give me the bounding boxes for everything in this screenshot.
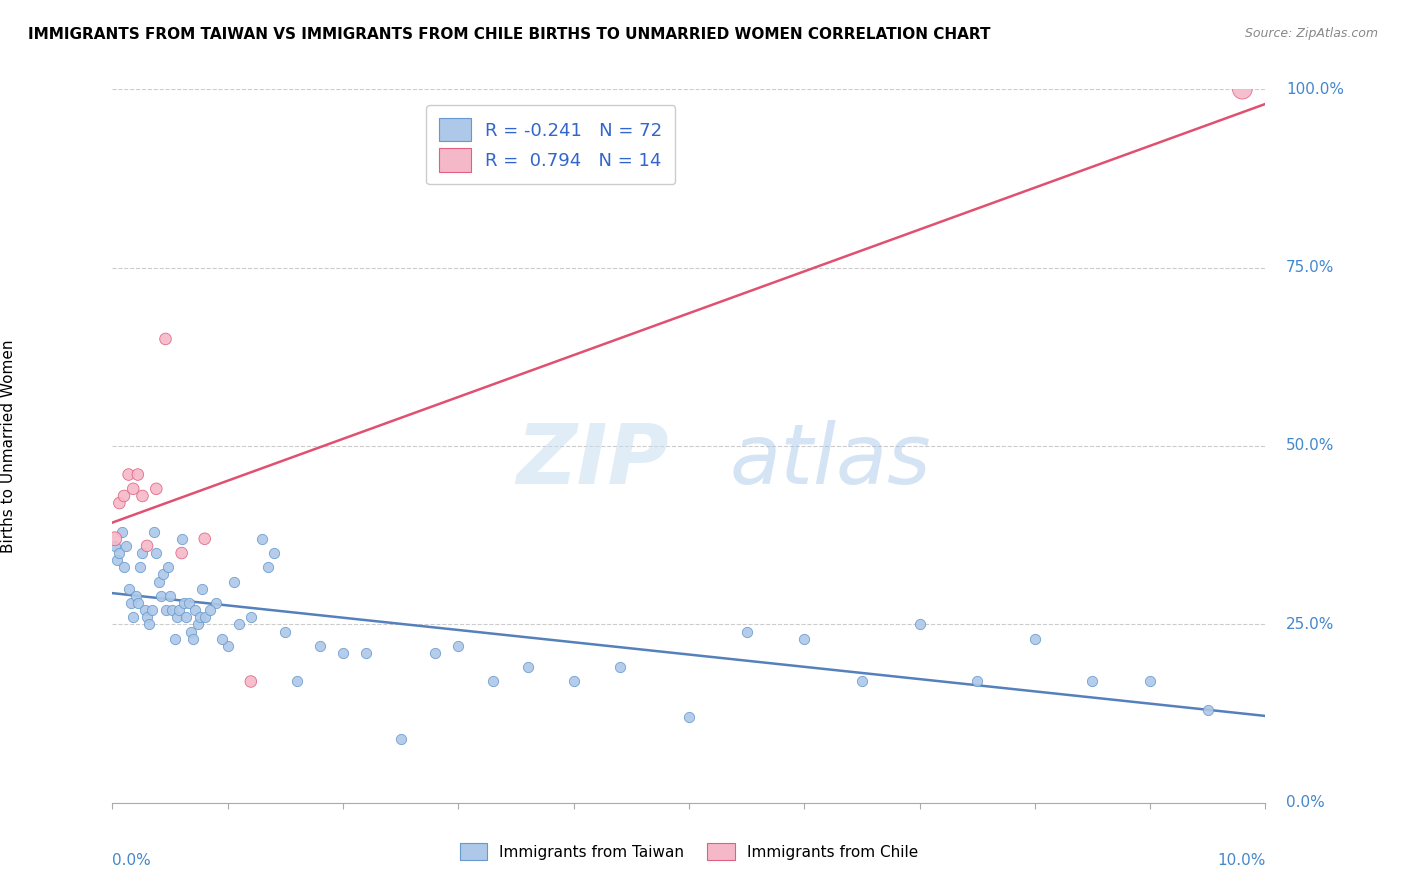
Point	[166, 610, 188, 624]
Point	[239, 674, 262, 689]
Point	[127, 596, 149, 610]
Point	[104, 539, 127, 553]
Point	[112, 489, 135, 503]
Point	[228, 617, 250, 632]
Point	[145, 546, 167, 560]
Point	[194, 532, 217, 546]
Point	[274, 624, 297, 639]
Point	[851, 674, 873, 689]
Text: ZIP: ZIP	[516, 420, 669, 500]
Point	[180, 624, 202, 639]
Point	[1197, 703, 1219, 717]
Point	[127, 467, 149, 482]
Point	[152, 567, 174, 582]
Point	[131, 489, 153, 503]
Point	[1024, 632, 1046, 646]
Point	[217, 639, 239, 653]
Text: atlas: atlas	[730, 420, 931, 500]
Point	[108, 546, 131, 560]
Point	[285, 674, 308, 689]
Point	[117, 467, 139, 482]
Point	[170, 546, 193, 560]
Point	[252, 532, 274, 546]
Point	[181, 632, 204, 646]
Point	[447, 639, 470, 653]
Point	[309, 639, 332, 653]
Point	[177, 596, 200, 610]
Point	[120, 596, 142, 610]
Point	[332, 646, 354, 660]
Point	[141, 603, 163, 617]
Point	[155, 332, 177, 346]
Point	[184, 603, 207, 617]
Point	[143, 524, 166, 539]
Point	[191, 582, 214, 596]
Point	[678, 710, 700, 724]
Point	[562, 674, 585, 689]
Point	[482, 674, 505, 689]
Point	[112, 560, 135, 574]
Point	[200, 603, 222, 617]
Point	[136, 539, 159, 553]
Point	[138, 617, 160, 632]
Point	[793, 632, 815, 646]
Point	[257, 560, 280, 574]
Text: IMMIGRANTS FROM TAIWAN VS IMMIGRANTS FROM CHILE BIRTHS TO UNMARRIED WOMEN CORREL: IMMIGRANTS FROM TAIWAN VS IMMIGRANTS FRO…	[28, 27, 991, 42]
Point	[149, 589, 172, 603]
Point	[735, 624, 758, 639]
Point	[1081, 674, 1104, 689]
Point	[131, 546, 153, 560]
Point	[129, 560, 152, 574]
Text: 75.0%: 75.0%	[1286, 260, 1334, 275]
Point	[516, 660, 538, 674]
Point	[239, 610, 262, 624]
Text: 100.0%: 100.0%	[1286, 82, 1344, 96]
Legend: Immigrants from Taiwan, Immigrants from Chile: Immigrants from Taiwan, Immigrants from …	[454, 837, 924, 866]
Point	[117, 582, 139, 596]
Point	[187, 617, 209, 632]
Point	[105, 553, 128, 567]
Point	[148, 574, 170, 589]
Point	[104, 532, 127, 546]
Text: 10.0%: 10.0%	[1218, 853, 1265, 868]
Point	[205, 596, 228, 610]
Point	[162, 603, 184, 617]
Point	[908, 617, 931, 632]
Point	[170, 532, 193, 546]
Text: 0.0%: 0.0%	[112, 853, 152, 868]
Point	[111, 524, 134, 539]
Point	[194, 610, 217, 624]
Point	[134, 603, 156, 617]
Point	[173, 596, 195, 610]
Point	[145, 482, 167, 496]
Text: Births to Unmarried Women: Births to Unmarried Women	[1, 339, 17, 553]
Point	[1139, 674, 1161, 689]
Text: 0.0%: 0.0%	[1286, 796, 1324, 810]
Point	[609, 660, 631, 674]
Point	[115, 539, 138, 553]
Point	[354, 646, 377, 660]
Text: 50.0%: 50.0%	[1286, 439, 1334, 453]
Point	[966, 674, 988, 689]
Point	[163, 632, 186, 646]
Point	[122, 610, 145, 624]
Point	[389, 731, 412, 746]
Point	[122, 482, 145, 496]
Point	[222, 574, 245, 589]
Point	[159, 589, 181, 603]
Point	[211, 632, 233, 646]
Point	[108, 496, 131, 510]
Point	[263, 546, 285, 560]
Point	[1232, 82, 1254, 96]
Point	[156, 560, 179, 574]
Point	[174, 610, 197, 624]
Point	[136, 610, 159, 624]
Text: Source: ZipAtlas.com: Source: ZipAtlas.com	[1244, 27, 1378, 40]
Text: 25.0%: 25.0%	[1286, 617, 1334, 632]
Point	[188, 610, 211, 624]
Point	[124, 589, 146, 603]
Point	[155, 603, 177, 617]
Point	[425, 646, 447, 660]
Point	[169, 603, 191, 617]
